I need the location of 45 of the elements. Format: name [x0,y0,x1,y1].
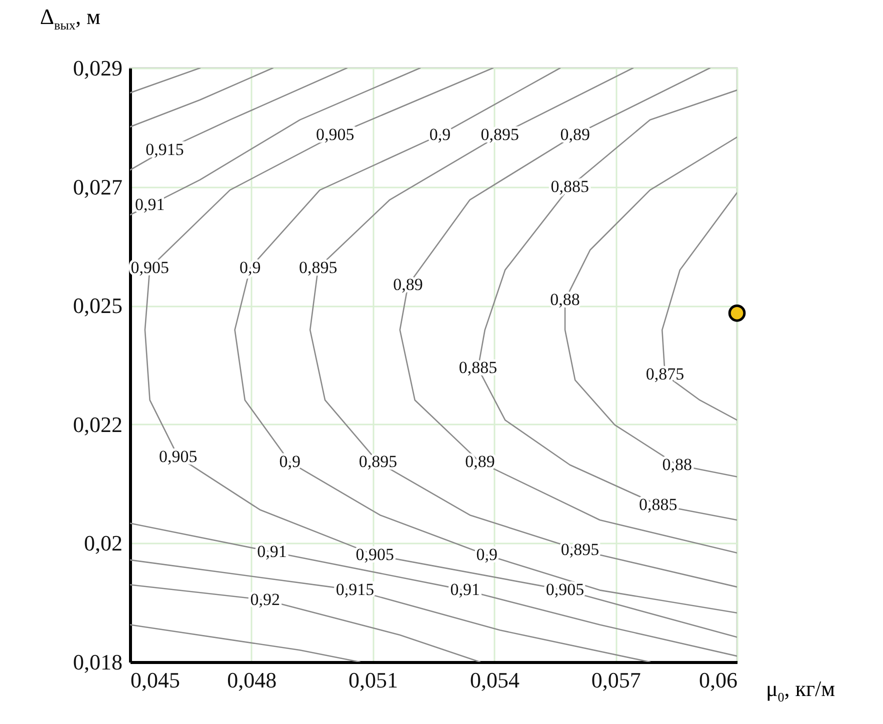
line-series [130,68,421,216]
line-series [130,584,481,662]
annotation: 0,9 [476,545,498,564]
y-tick-label: 0,022 [73,412,122,437]
y-axis-title: Δ$_{вых}$, м [40,4,100,34]
annotation: 0,885 [550,176,589,196]
y-tick-label: 0,02 [84,530,122,556]
annotation: 0,905 [316,124,354,144]
annotation: 0,88 [662,454,692,474]
annotation: 0,9 [279,452,300,472]
annotation: 0,905 [356,545,394,564]
x-tick-label: 0,06 [699,668,738,692]
annotation: 0,875 [646,364,684,384]
annotation: 0,895 [480,124,519,144]
x-tick-label: 0,048 [227,668,277,692]
annotation: 0,895 [299,258,338,277]
annotation: 0,895 [560,540,600,560]
annotation: 0,885 [638,494,678,514]
annotation: 0,88 [550,290,580,310]
y-tick-label: 0,018 [73,650,122,674]
annotation: 0,915 [146,140,184,160]
annotation: 0,895 [358,452,398,472]
annotation: 0,905 [546,580,584,600]
line-series [130,522,737,657]
x-tick-label: 0,057 [591,668,641,692]
annotation: 0,905 [159,446,198,466]
annotation: 0,91 [450,580,480,600]
x-axis-title: μ$_{0}$, кг/м [766,676,836,706]
line-series [234,68,737,614]
y-tick-label: 0,025 [73,293,122,318]
annotation: 0,89 [560,124,590,144]
annotation: 0,915 [336,580,374,600]
x-tick-label: 0,054 [470,668,520,692]
x-tick-label: 0,051 [348,668,398,692]
annotation: 0,9 [429,124,451,144]
annotation: 0,91 [134,195,165,214]
annotation: 0,89 [393,275,423,294]
y-tick-label: 0,029 [73,56,122,80]
annotation: 0,92 [250,590,280,609]
x-tick-label: 0,045 [130,668,180,692]
y-tick-label: 0,027 [73,174,122,200]
annotation: 0,885 [458,358,498,378]
annotation: 0,9 [240,258,261,277]
annotation: 0,89 [465,452,495,472]
annotation: 0,91 [257,542,287,561]
